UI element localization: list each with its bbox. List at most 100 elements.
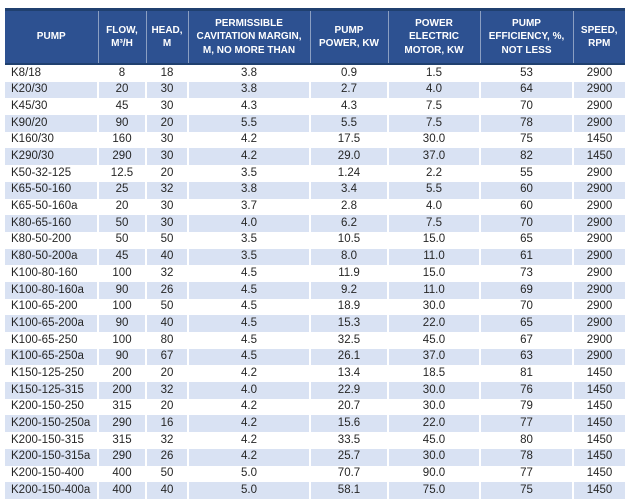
cell-speed: 2900 xyxy=(573,298,625,316)
cell-motor-power: 30.0 xyxy=(388,131,481,149)
cell-efficiency: 80 xyxy=(480,432,574,449)
cell-pump-power: 70.7 xyxy=(310,465,389,483)
cell-flow: 100 xyxy=(98,298,147,316)
cell-flow: 200 xyxy=(98,382,147,399)
cell-flow: 90 xyxy=(98,281,147,299)
table-row: K90/20 90 20 5.5 5.5 7.5 78 2900 xyxy=(5,115,625,132)
cell-head: 40 xyxy=(146,315,189,332)
cell-cavitation-margin: 4.5 xyxy=(188,281,311,299)
cell-flow: 100 xyxy=(98,332,147,349)
cell-head: 20 xyxy=(146,365,189,383)
cell-speed: 2900 xyxy=(573,281,625,299)
table-row: K65-50-160a 20 30 3.7 2.8 4.0 60 2900 xyxy=(5,198,625,216)
cell-motor-power: 30.0 xyxy=(388,398,481,416)
cell-flow: 290 xyxy=(98,148,147,166)
cell-pump-power: 4.3 xyxy=(310,98,389,116)
cell-cavitation-margin: 3.5 xyxy=(188,231,311,249)
cell-speed: 2900 xyxy=(573,198,625,216)
cell-head: 32 xyxy=(146,432,189,449)
cell-flow: 25 xyxy=(98,181,147,199)
table-row: K160/30 160 30 4.2 17.5 30.0 75 1450 xyxy=(5,131,625,149)
table-header: PUMP FLOW, M³/H HEAD, M PERMISSIBLE CAVI… xyxy=(5,8,625,65)
cell-pump-power: 58.1 xyxy=(310,482,389,499)
cell-head: 26 xyxy=(146,448,189,466)
cell-speed: 2900 xyxy=(573,81,625,99)
cell-flow: 90 xyxy=(98,115,147,132)
cell-flow: 400 xyxy=(98,465,147,483)
cell-head: 50 xyxy=(146,298,189,316)
cell-efficiency: 81 xyxy=(480,365,574,383)
cell-pump: K160/30 xyxy=(5,131,99,149)
cell-cavitation-margin: 4.5 xyxy=(188,315,311,332)
pump-spec-table: PUMP FLOW, M³/H HEAD, M PERMISSIBLE CAVI… xyxy=(5,8,625,499)
table-row: K80-50-200a 45 40 3.5 8.0 11.0 61 2900 xyxy=(5,248,625,266)
cell-pump: K290/30 xyxy=(5,148,99,166)
table-row: K200-150-315 315 32 4.2 33.5 45.0 80 1450 xyxy=(5,432,625,449)
cell-cavitation-margin: 3.7 xyxy=(188,198,311,216)
cell-head: 30 xyxy=(146,148,189,166)
cell-cavitation-margin: 4.2 xyxy=(188,148,311,166)
cell-cavitation-margin: 4.2 xyxy=(188,398,311,416)
table-row: K290/30 290 30 4.2 29.0 37.0 82 1450 xyxy=(5,148,625,166)
table-row: K100-80-160a 90 26 4.5 9.2 11.0 69 2900 xyxy=(5,281,625,299)
cell-pump: K100-65-250 xyxy=(5,332,99,349)
cell-cavitation-margin: 4.3 xyxy=(188,98,311,116)
cell-pump-power: 5.5 xyxy=(310,115,389,132)
cell-motor-power: 22.0 xyxy=(388,315,481,332)
cell-cavitation-margin: 4.5 xyxy=(188,348,311,366)
cell-cavitation-margin: 5.5 xyxy=(188,115,311,132)
cell-motor-power: 2.2 xyxy=(388,165,481,182)
cell-cavitation-margin: 4.2 xyxy=(188,415,311,433)
cell-efficiency: 55 xyxy=(480,165,574,182)
cell-cavitation-margin: 3.5 xyxy=(188,165,311,182)
cell-pump-power: 2.7 xyxy=(310,81,389,99)
table-body: K8/18 8 18 3.8 0.9 1.5 53 2900 K20/30 20 30 3.8 2.7 4… xyxy=(5,64,625,499)
cell-speed: 1450 xyxy=(573,398,625,416)
cell-speed: 1450 xyxy=(573,465,625,483)
cell-pump-power: 10.5 xyxy=(310,231,389,249)
cell-head: 80 xyxy=(146,332,189,349)
table-row: K100-80-160 100 32 4.5 11.9 15.0 73 2900 xyxy=(5,265,625,282)
cell-pump: K150-125-250 xyxy=(5,365,99,383)
cell-efficiency: 75 xyxy=(480,482,574,499)
cell-pump: K150-125-315 xyxy=(5,382,99,399)
cell-efficiency: 77 xyxy=(480,465,574,483)
table-row: K200-150-400 400 50 5.0 70.7 90.0 77 1450 xyxy=(5,465,625,483)
cell-pump-power: 26.1 xyxy=(310,348,389,366)
cell-pump-power: 2.8 xyxy=(310,198,389,216)
table-row: K200-150-400a 400 40 5.0 58.1 75.0 75 1450 xyxy=(5,482,625,499)
cell-flow: 290 xyxy=(98,448,147,466)
cell-speed: 1450 xyxy=(573,382,625,399)
cell-efficiency: 70 xyxy=(480,298,574,316)
col-header-efficiency: PUMP EFFICIENCY, %, NOT LESS xyxy=(480,8,574,65)
col-header-flow: FLOW, M³/H xyxy=(98,8,147,65)
cell-motor-power: 37.0 xyxy=(388,148,481,166)
cell-pump: K100-65-250a xyxy=(5,348,99,366)
cell-speed: 2900 xyxy=(573,181,625,199)
cell-speed: 2900 xyxy=(573,165,625,182)
header-row: PUMP FLOW, M³/H HEAD, M PERMISSIBLE CAVI… xyxy=(5,8,625,65)
cell-speed: 1450 xyxy=(573,365,625,383)
cell-efficiency: 70 xyxy=(480,215,574,232)
cell-pump: K45/30 xyxy=(5,98,99,116)
cell-speed: 2900 xyxy=(573,265,625,282)
cell-cavitation-margin: 5.0 xyxy=(188,482,311,499)
cell-speed: 2900 xyxy=(573,215,625,232)
cell-flow: 290 xyxy=(98,415,147,433)
cell-speed: 1450 xyxy=(573,482,625,499)
cell-flow: 90 xyxy=(98,348,147,366)
cell-motor-power: 11.0 xyxy=(388,281,481,299)
col-header-speed: SPEED, RPM xyxy=(573,8,625,65)
cell-head: 50 xyxy=(146,231,189,249)
cell-flow: 315 xyxy=(98,398,147,416)
cell-motor-power: 30.0 xyxy=(388,298,481,316)
cell-efficiency: 78 xyxy=(480,448,574,466)
cell-speed: 1450 xyxy=(573,432,625,449)
cell-cavitation-margin: 4.0 xyxy=(188,382,311,399)
cell-pump: K90/20 xyxy=(5,115,99,132)
cell-efficiency: 53 xyxy=(480,64,574,82)
cell-motor-power: 5.5 xyxy=(388,181,481,199)
cell-flow: 400 xyxy=(98,482,147,499)
cell-pump-power: 33.5 xyxy=(310,432,389,449)
cell-cavitation-margin: 4.2 xyxy=(188,448,311,466)
